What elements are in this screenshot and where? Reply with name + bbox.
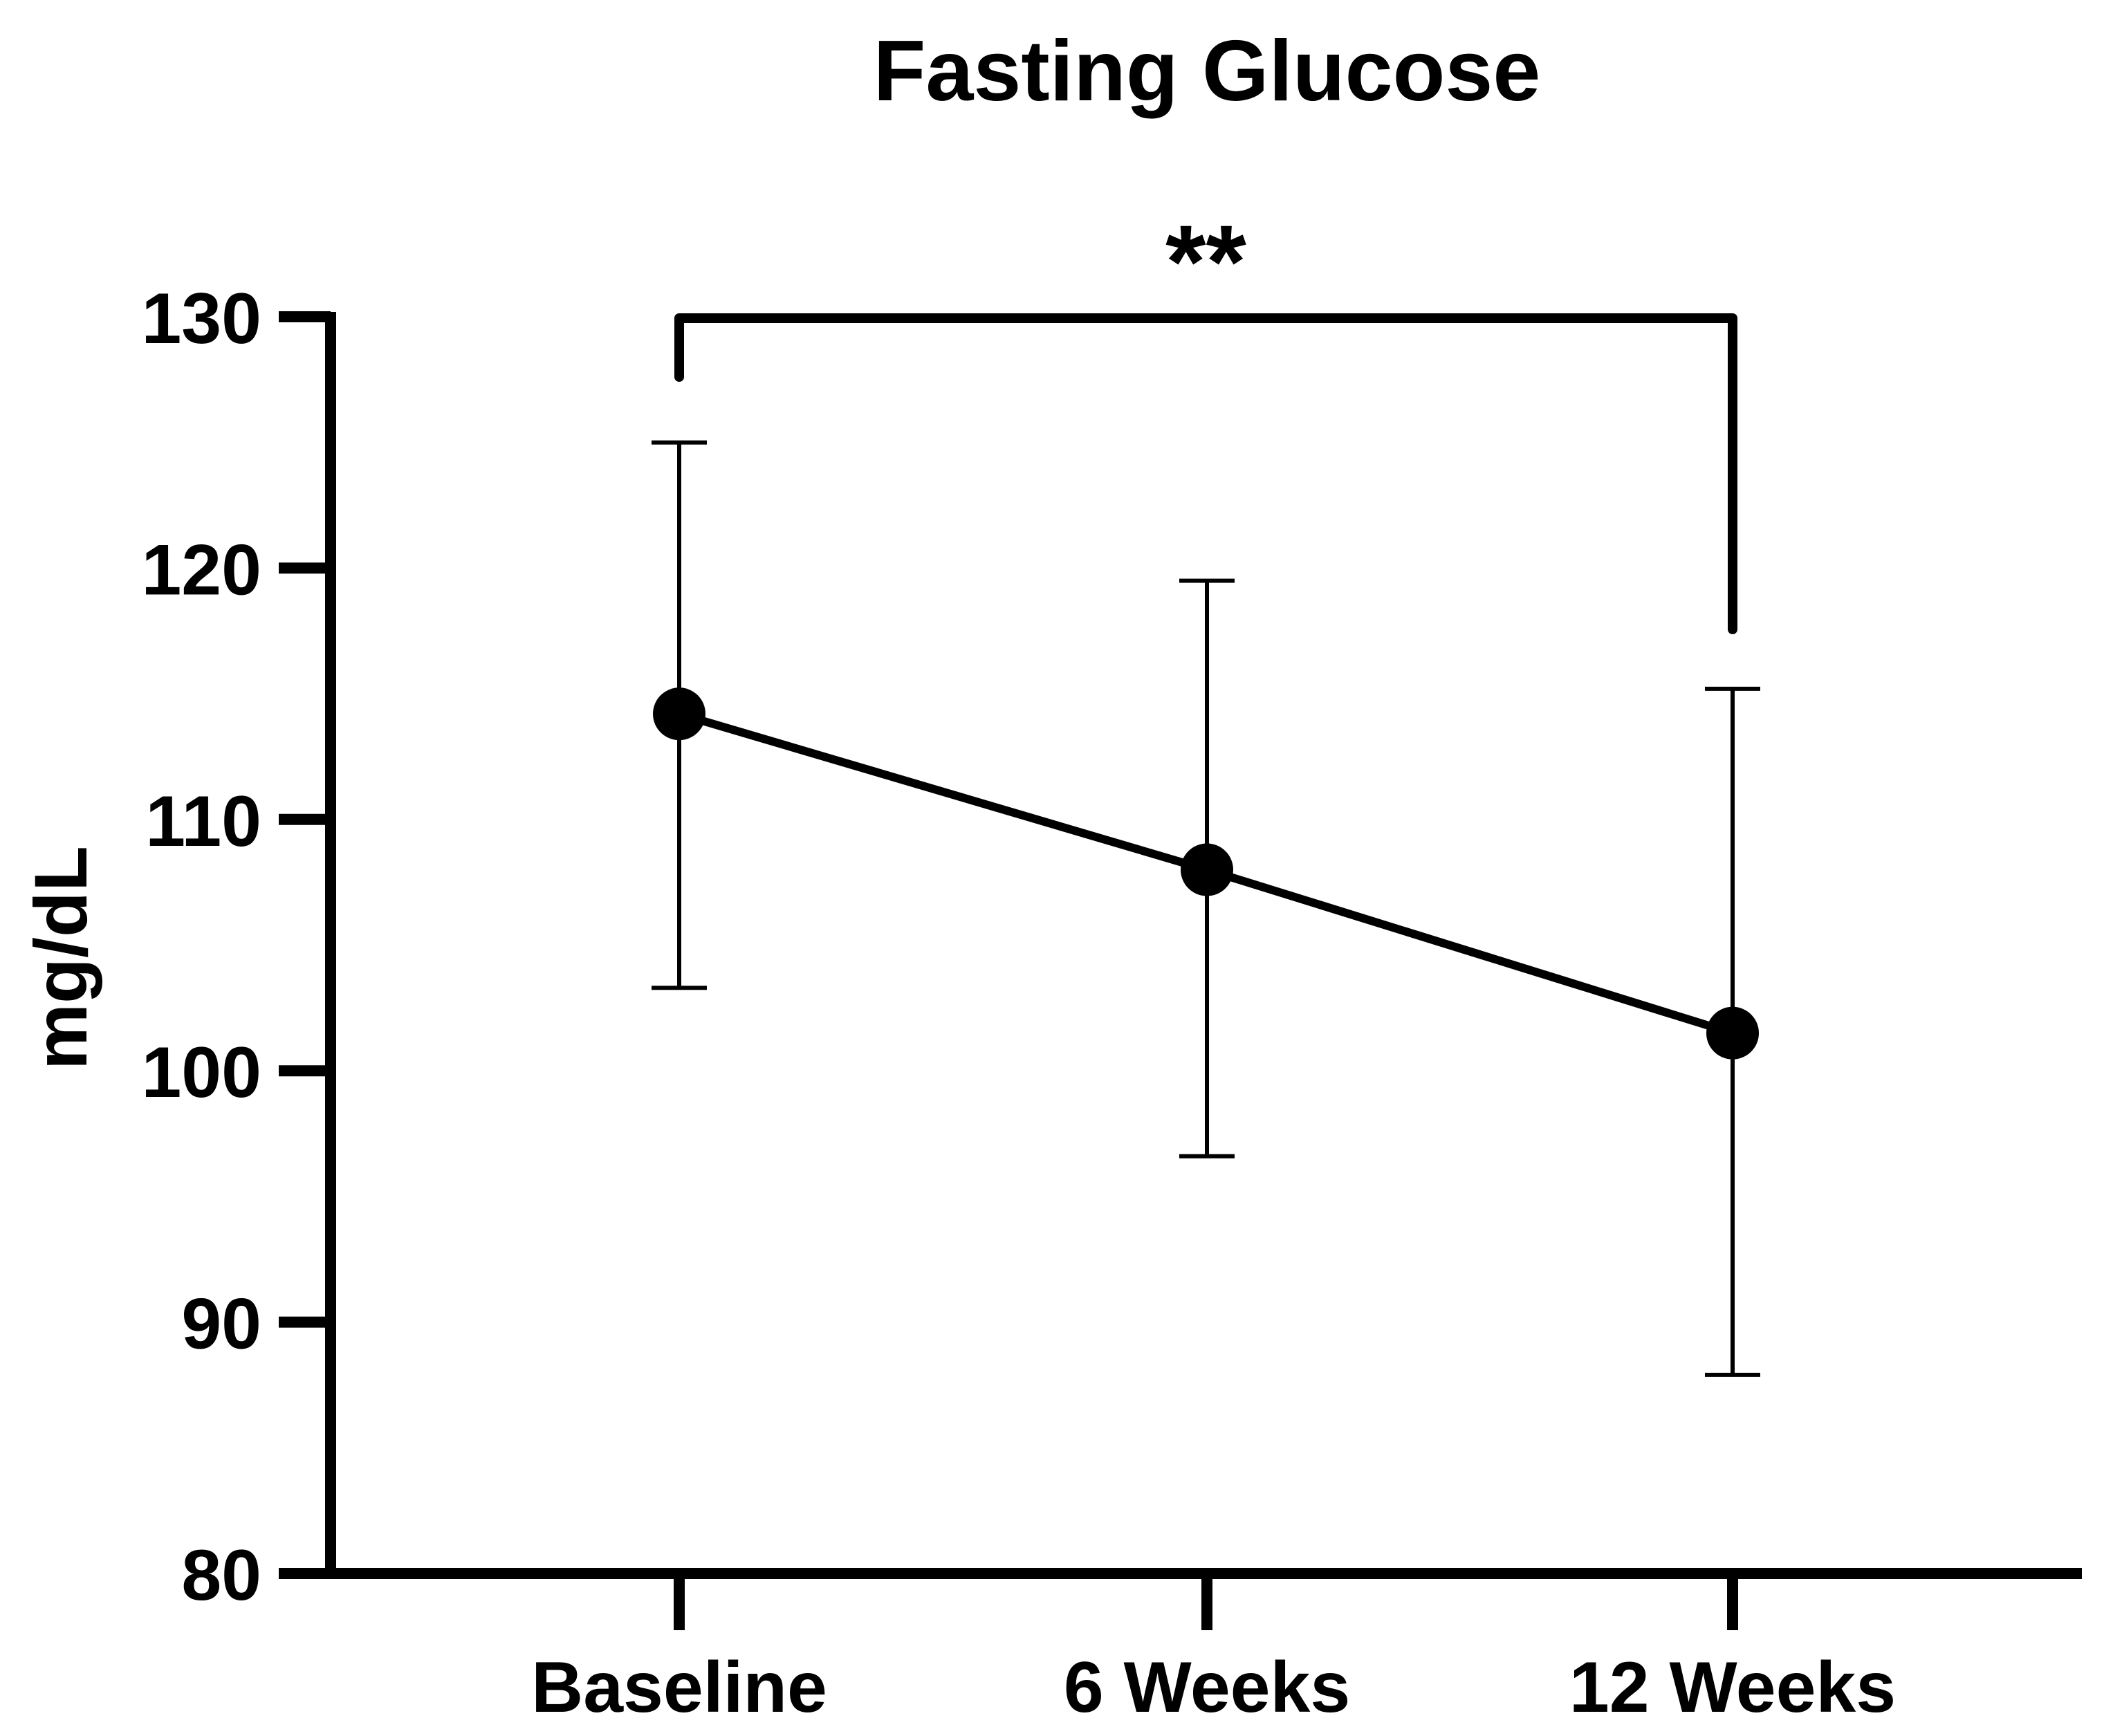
data-point (653, 687, 705, 741)
chart-title: Fasting Glucose (874, 24, 1541, 119)
x-tick-label: 12 Weeks (1569, 1647, 1896, 1728)
bracket-line (674, 313, 1737, 634)
y-axis-label: mg/dL (19, 846, 102, 1070)
significance-bracket: ** (674, 203, 1737, 634)
data-point (1706, 1006, 1759, 1060)
series-group (652, 440, 1760, 1377)
y-tick-label: 110 (145, 782, 261, 862)
y-tick-label: 120 (141, 530, 261, 610)
data-point (1181, 843, 1233, 896)
x-tick-label: Baseline (531, 1647, 827, 1728)
y-tick-label: 130 (141, 279, 261, 359)
x-ticks: Baseline 6 Weeks 12 Weeks (531, 1573, 1896, 1728)
y-tick-label: 90 (181, 1284, 261, 1365)
x-tick-label: 6 Weeks (1064, 1647, 1350, 1728)
significance-label: ** (1165, 203, 1246, 320)
y-ticks: 80 90 100 110 120 130 (141, 279, 331, 1616)
y-tick-label: 100 (141, 1033, 261, 1113)
axes (325, 312, 2082, 1579)
y-tick-label: 80 (181, 1535, 261, 1616)
